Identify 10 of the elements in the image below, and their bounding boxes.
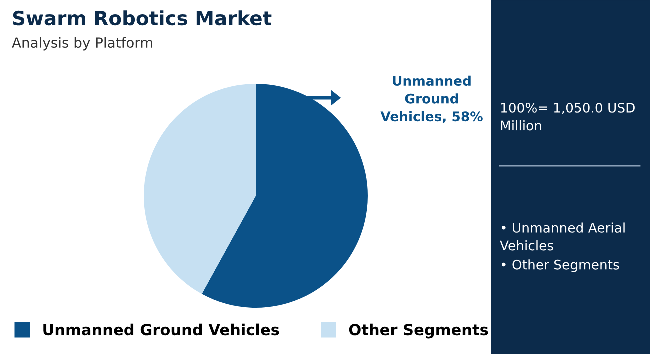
text: 100%= 1,050.0 USD Million (501, 102, 635, 131)
chart-title: Swarm Robotics Market (13, 10, 272, 26)
text: • Unmanned Aerial Vehicles (500, 222, 625, 251)
chart-subtitle: Analysis by Platform (12, 37, 152, 51)
legend-label: Other Segments (349, 324, 488, 339)
text: • Other Segments (502, 260, 620, 272)
pie-slice (202, 84, 368, 308)
legend-label: Unmanned Ground Vehicles (44, 324, 280, 336)
data-label: Unmanned Ground Vehicles, 58% (380, 76, 483, 124)
pie-slice (144, 84, 256, 294)
